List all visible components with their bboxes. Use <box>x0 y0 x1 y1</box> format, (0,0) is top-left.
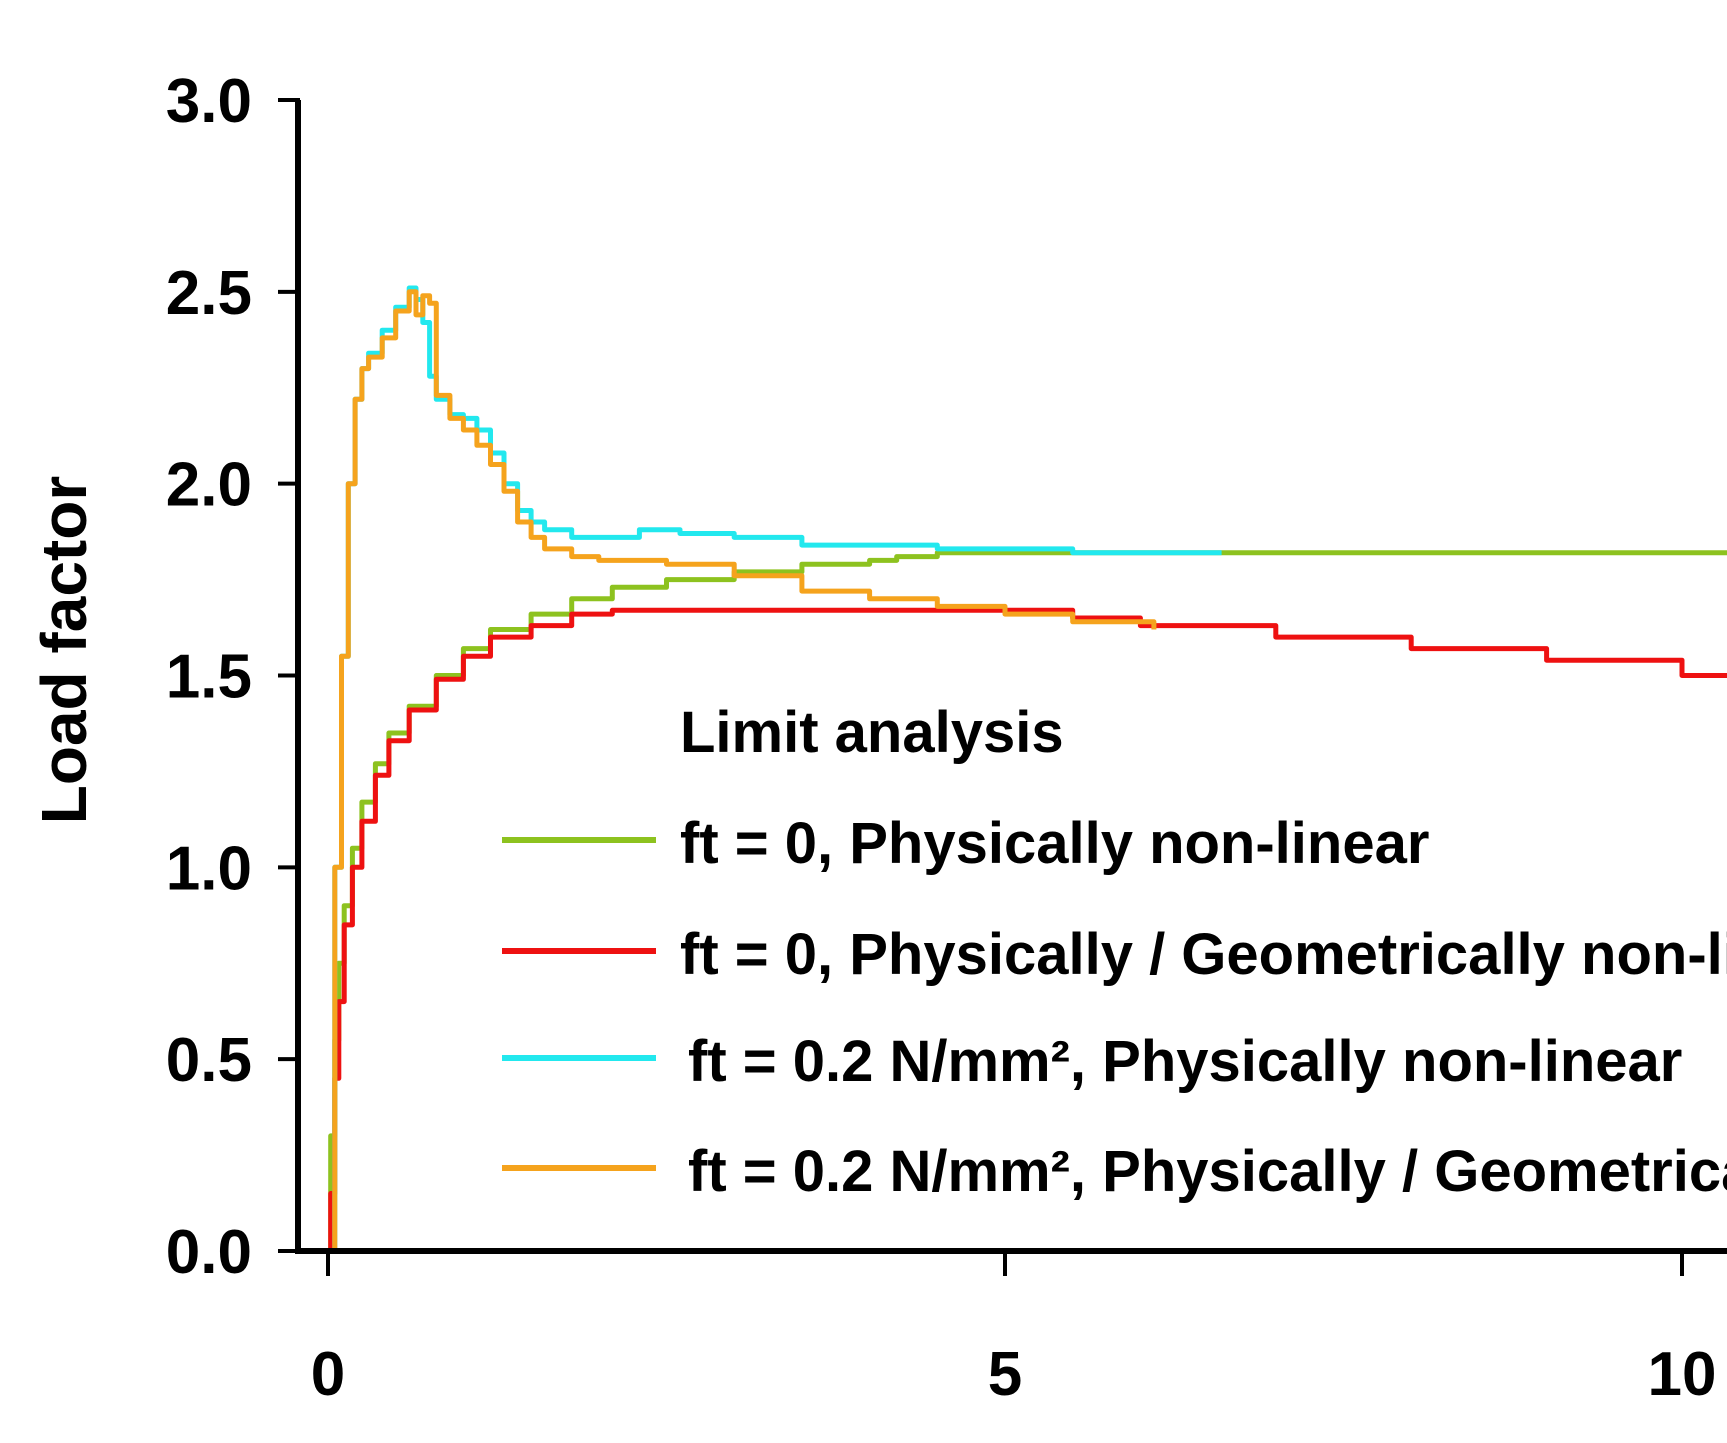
y-tick-label: 1.0 <box>166 834 252 903</box>
series-line-1 <box>328 550 1727 1254</box>
series-layer <box>328 285 1727 1254</box>
x-tick-label: 5 <box>988 1340 1022 1409</box>
x-ticks: 0 5 10 <box>311 1251 1717 1409</box>
y-axis-title: Load factor <box>28 476 100 824</box>
y-tick-label: 1.5 <box>166 643 252 712</box>
legend-label-3: ft = 0.2 N/mm², Physically non-linear <box>688 1029 1682 1094</box>
y-tick-label: 0.0 <box>166 1218 252 1287</box>
legend-label-4: ft = 0.2 N/mm², Physically / Geometrical… <box>688 1139 1727 1204</box>
y-ticks: 0.0 0.5 1.0 1.5 2.0 2.5 3.0 <box>166 67 300 1287</box>
x-tick-label: 0 <box>311 1340 345 1409</box>
series-line-2 <box>328 607 1727 1254</box>
series-line-4 <box>328 289 1157 1254</box>
y-tick-label: 2.0 <box>166 451 252 520</box>
y-tick-label: 2.5 <box>166 259 252 328</box>
y-tick-label: 3.0 <box>166 67 252 136</box>
y-tick-label: 0.5 <box>166 1026 252 1095</box>
series-line-3 <box>328 285 1222 1254</box>
legend: Limit analysis ft = 0, Physically non-li… <box>502 700 1727 1204</box>
legend-entries: ft = 0, Physically non-linear ft = 0, Phy… <box>502 811 1727 1204</box>
x-tick-label: 10 <box>1648 1340 1717 1409</box>
legend-title: Limit analysis <box>680 700 1064 765</box>
legend-label-2: ft = 0, Physically / Geometrically non-l… <box>680 922 1727 987</box>
legend-label-1: ft = 0, Physically non-linear <box>680 811 1429 876</box>
